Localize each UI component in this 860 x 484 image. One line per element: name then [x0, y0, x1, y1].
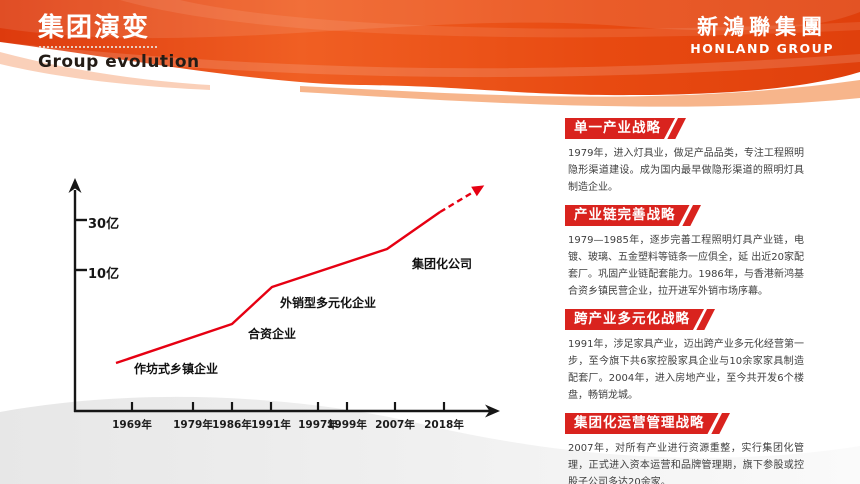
page-subtitle: Group evolution	[38, 52, 200, 72]
header-underwave-left	[0, 52, 210, 90]
header-underwave	[300, 80, 860, 107]
header-swoosh-2	[0, 42, 860, 78]
x-axis-label-1969: 1969年	[112, 419, 152, 431]
strategy-banner-group-management: 集团化运营管理战略	[565, 413, 804, 434]
strategy-title: 单一产业战略	[565, 118, 675, 139]
logo-english-text: HONLAND GROUP	[690, 41, 834, 56]
x-ticks	[130, 402, 446, 410]
header-title-block: 集团演变 Group evolution	[38, 13, 200, 72]
stage-label-export-diversified: 外销型多元化企业	[280, 296, 377, 310]
header-main-wave	[0, 0, 860, 96]
footer-wave-shape	[0, 396, 860, 484]
logo-chinese-text: 新鴻聯集團	[697, 15, 828, 39]
growth-line-dashed	[439, 189, 476, 214]
title-dotted-divider	[39, 46, 157, 48]
strategy-banner-single-industry: 单一产业战略	[565, 118, 804, 139]
x-axis-label-2007: 2007年	[375, 419, 415, 431]
footer-wave	[0, 396, 860, 484]
stage-label-joint-venture: 合资企业	[248, 327, 297, 341]
y-axis-label-30: 30亿	[88, 217, 120, 232]
company-logo: 新鴻聯集團 HONLAND GROUP	[690, 15, 834, 56]
strategy-panel: 单一产业战略 1979年，进入灯具业，做足产品品类，专注工程照明隐形渠道建设。成…	[565, 118, 804, 484]
x-axis-arrow	[485, 404, 500, 418]
x-axis-label-1999: 1999年	[327, 419, 367, 431]
header-swoosh-1	[0, 0, 860, 39]
strategy-title: 跨产业多元化战略	[565, 309, 704, 330]
strategy-body: 2007年，对所有产业进行资源重整，实行集团化管理，正式进入资本运营和品牌管理期…	[568, 443, 804, 484]
x-axis-label-1991: 1991年	[251, 419, 291, 431]
x-axis-label-1997: 1997年	[298, 419, 338, 431]
y-axis-arrow	[68, 178, 82, 193]
strategy-title: 集团化运营管理战略	[565, 413, 719, 434]
x-axis-label-2018: 2018年	[424, 419, 464, 431]
y-axis-label-10: 10亿	[88, 267, 120, 282]
header-swoosh-3	[120, 0, 860, 38]
stage-label-township-enterprise: 作坊式乡镇企业	[134, 362, 219, 376]
x-axis-label-1986: 1986年	[212, 419, 252, 431]
growth-line-solid	[115, 211, 441, 365]
header-band	[0, 0, 860, 107]
strategy-title: 产业链完善战略	[565, 205, 690, 226]
strategy-body: 1979年，进入灯具业，做足产品品类，专注工程照明隐形渠道建设。成为国内最早做隐…	[568, 148, 804, 193]
chart-canvas	[68, 178, 500, 418]
strategy-banner-industry-chain: 产业链完善战略	[565, 205, 804, 226]
growth-line-arrowhead	[471, 185, 485, 197]
strategy-body: 1979—1985年，逐步完善工程照明灯具产业链，电镀、玻璃、五金塑料等链条一应…	[568, 235, 804, 297]
strategy-banner-cross-industry: 跨产业多元化战略	[565, 309, 804, 330]
page-title: 集团演变	[38, 13, 151, 43]
x-axis-label-1979: 1979年	[173, 419, 213, 431]
stage-label-group-company: 集团化公司	[412, 257, 473, 271]
strategy-body: 1991年，涉足家具产业，迈出跨产业多元化经营第一步，至今旗下共6家控股家具企业…	[568, 339, 804, 401]
evolution-chart: 30亿 10亿 1969年 1979年 1986年 1991年 1997年 19…	[60, 170, 520, 460]
